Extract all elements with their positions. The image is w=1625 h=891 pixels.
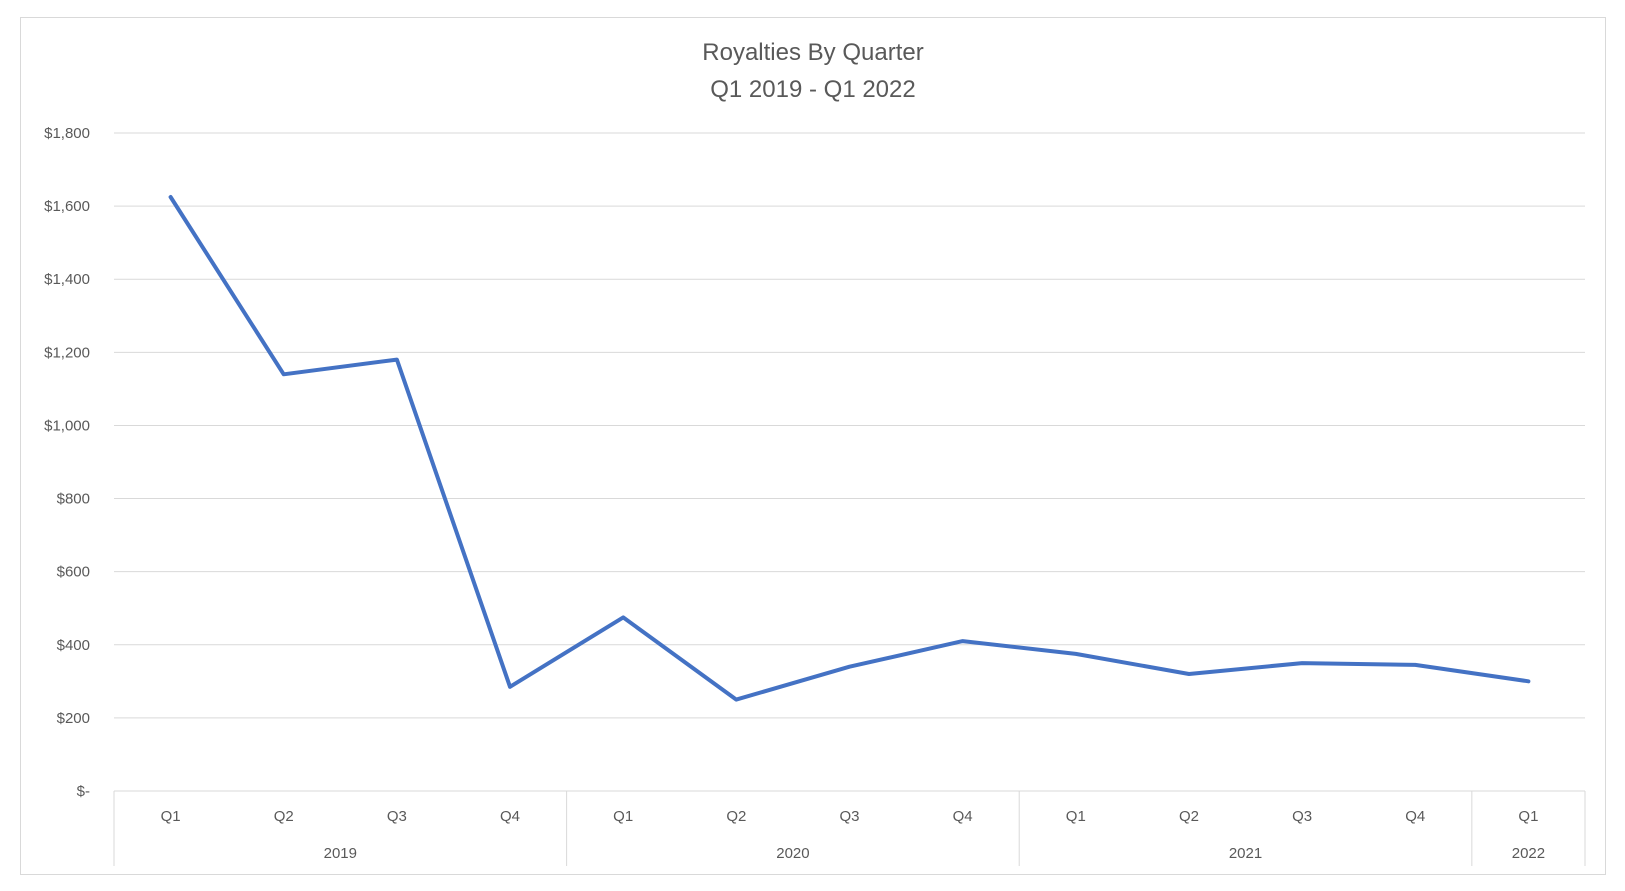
y-tick-label: $800 <box>57 491 90 508</box>
series-layer <box>168 195 1531 702</box>
x-group-label: 2020 <box>776 845 809 862</box>
x-tick-label: Q1 <box>161 808 181 825</box>
chart-title: Royalties By Quarter <box>702 39 923 66</box>
chart-subtitle: Q1 2019 - Q1 2022 <box>710 76 915 103</box>
y-tick-label: $- <box>77 783 90 800</box>
gridlines <box>114 132 1585 792</box>
x-tick-label: Q3 <box>839 808 859 825</box>
x-group-label: 2022 <box>1512 845 1545 862</box>
x-axis: Q1 Q2 Q3 Q4 Q1 Q2 Q3 Q4 Q1 Q2 Q3 Q4 Q1 2019 2020 2021 20… <box>113 791 1586 866</box>
y-tick-label: $1,800 <box>44 125 90 142</box>
x-tick-label: Q1 <box>1518 808 1538 825</box>
y-tick-label: $1,200 <box>44 344 90 361</box>
y-tick-label: $400 <box>57 637 90 654</box>
y-tick-label: $200 <box>57 710 90 727</box>
y-tick-label: $1,000 <box>44 417 90 434</box>
x-tick-label: Q2 <box>1179 808 1199 825</box>
y-tick-label: $600 <box>57 564 90 581</box>
x-tick-label: Q2 <box>726 808 746 825</box>
y-tick-label: $1,400 <box>44 271 90 288</box>
x-tick-label: Q4 <box>500 808 520 825</box>
x-tick-label: Q4 <box>1405 808 1425 825</box>
y-axis: $- $200 $400 $600 $800 $1,000 $1,200 $1,400 $1,6… <box>44 125 90 800</box>
x-group-label: 2019 <box>324 845 357 862</box>
x-tick-label: Q3 <box>387 808 407 825</box>
x-group-label: 2021 <box>1229 845 1262 862</box>
chart-frame <box>20 17 1606 875</box>
series-line <box>168 195 1531 702</box>
x-tick-label: Q1 <box>613 808 633 825</box>
x-tick-label: Q4 <box>953 808 973 825</box>
y-tick-label: $1,600 <box>44 198 90 215</box>
x-tick-label: Q3 <box>1292 808 1312 825</box>
x-tick-label: Q2 <box>274 808 294 825</box>
x-tick-label: Q1 <box>1066 808 1086 825</box>
